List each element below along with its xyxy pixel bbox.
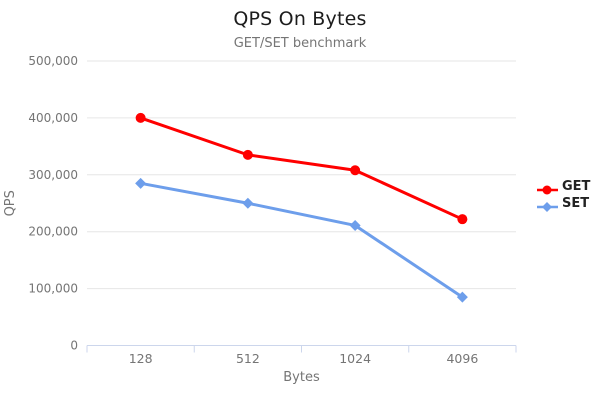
data-point-set[interactable] bbox=[456, 291, 468, 303]
data-point-set[interactable] bbox=[349, 219, 361, 231]
x-axis-title: Bytes bbox=[283, 370, 320, 385]
x-tick-label: 4096 bbox=[446, 351, 478, 366]
data-point-get[interactable] bbox=[350, 165, 361, 176]
y-tick-label: 100,000 bbox=[28, 282, 78, 296]
data-point-set[interactable] bbox=[242, 197, 254, 209]
legend-label-set: SET bbox=[562, 195, 590, 211]
data-point-get[interactable] bbox=[242, 149, 253, 160]
data-point-get[interactable] bbox=[457, 214, 468, 225]
y-tick-label: 300,000 bbox=[28, 168, 78, 182]
data-point-get[interactable] bbox=[135, 112, 146, 123]
legend-item-set[interactable]: SET bbox=[537, 195, 590, 212]
legend-label-get: GET bbox=[562, 178, 591, 194]
set-series-marker-icon bbox=[537, 198, 558, 212]
chart-title: QPS On Bytes bbox=[233, 8, 367, 30]
series-line-get bbox=[139, 116, 464, 221]
y-tick-label: 0 bbox=[70, 339, 78, 353]
y-axis-title: QPS bbox=[3, 190, 18, 216]
y-tick-label: 500,000 bbox=[28, 54, 78, 68]
get-series-marker-icon bbox=[537, 181, 558, 194]
x-tick-label: 128 bbox=[129, 351, 153, 366]
y-tick-label: 400,000 bbox=[28, 111, 78, 125]
legend-item-get[interactable]: GET bbox=[537, 178, 590, 195]
chart-subtitle: GET/SET benchmark bbox=[233, 36, 367, 51]
y-tick-label: 200,000 bbox=[28, 225, 78, 239]
series-line-set bbox=[139, 181, 464, 299]
data-point-set[interactable] bbox=[135, 177, 147, 189]
legend: GET SET bbox=[537, 178, 590, 212]
x-tick-label: 512 bbox=[236, 351, 260, 366]
x-tick-label: 1024 bbox=[339, 351, 371, 366]
